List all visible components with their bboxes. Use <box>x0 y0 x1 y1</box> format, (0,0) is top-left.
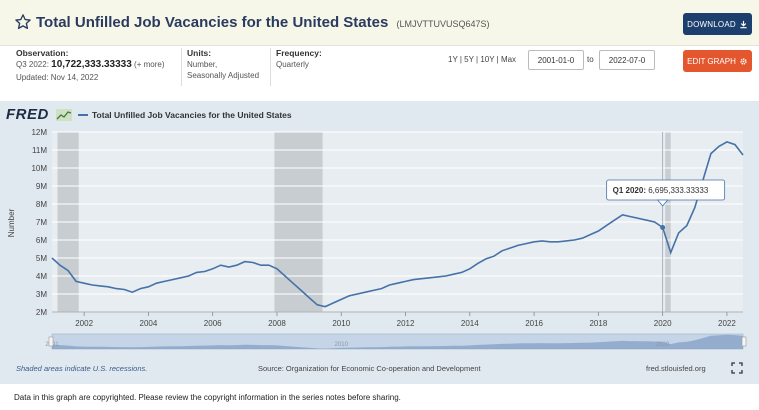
range-selector[interactable]: 1Y | 5Y | 10Y | Max <box>448 55 517 64</box>
y-tick-label: 10M <box>31 164 47 173</box>
y-tick-label: 7M <box>36 218 47 227</box>
observation-block: Observation: Q3 2022: 10,722,333.33333 (… <box>16 48 164 83</box>
y-tick-label: 11M <box>32 146 47 155</box>
observation-more-link[interactable]: (+ more) <box>134 60 165 69</box>
x-tick-label: 2020 <box>654 319 672 328</box>
tooltip-text: Q1 2020: 6,695,333.33333 <box>613 186 709 195</box>
site-link[interactable]: fred.stlouisfed.org <box>646 364 706 373</box>
y-tick-label: 5M <box>36 254 47 263</box>
x-tick-label: 2016 <box>525 319 543 328</box>
divider <box>181 48 182 86</box>
observation-label: Observation: <box>16 48 69 58</box>
frequency-block: Frequency: Quarterly <box>270 48 322 86</box>
end-date-input[interactable]: 2022-07-0 <box>599 50 655 70</box>
x-tick-label: 2006 <box>204 319 222 328</box>
fred-logo: FRED <box>6 106 49 123</box>
frequency-value: Quarterly <box>276 60 309 69</box>
x-tick-label: 2022 <box>718 319 736 328</box>
x-tick-label: 2004 <box>140 319 158 328</box>
units-value-2: Seasonally Adjusted <box>187 71 260 80</box>
updated-date: Updated: Nov 14, 2022 <box>16 73 99 82</box>
x-tick-label: 2014 <box>461 319 479 328</box>
navigator-series <box>52 334 743 349</box>
page-title: Total Unfilled Job Vacancies for the Uni… <box>36 14 490 31</box>
tooltip-date: Q1 2020: <box>613 186 649 195</box>
x-tick-label: 2012 <box>397 319 415 328</box>
tooltip: Q1 2020: 6,695,333.33333 <box>606 132 726 312</box>
x-tick-label: 2002 <box>75 319 93 328</box>
y-tick-label: 8M <box>36 200 47 209</box>
download-icon <box>740 20 747 28</box>
frequency-label: Frequency: <box>276 48 322 58</box>
navigator-handle-left[interactable] <box>48 336 54 347</box>
download-label: DOWNLOAD <box>687 19 736 29</box>
observation-period: Q3 2022: <box>16 60 49 69</box>
navigator-handle-right[interactable] <box>741 336 747 347</box>
fred-spark-icon <box>56 109 72 121</box>
edit-graph-label: EDIT GRAPH <box>687 56 736 66</box>
y-tick-label: 6M <box>36 236 47 245</box>
x-tick-label: 2010 <box>332 319 350 328</box>
legend-swatch <box>78 114 88 116</box>
chart-legend: Total Unfilled Job Vacancies for the Uni… <box>78 110 292 120</box>
start-date-input[interactable]: 2001-01-0 <box>528 50 584 70</box>
to-label: to <box>587 55 594 64</box>
gear-icon <box>740 57 747 65</box>
navigator-label: 2020 <box>656 342 670 348</box>
y-tick-label: 4M <box>36 272 47 281</box>
x-tick-label: 2008 <box>268 319 286 328</box>
edit-graph-button[interactable]: EDIT GRAPH <box>683 50 752 72</box>
series-line[interactable] <box>51 141 744 308</box>
fullscreen-icon[interactable] <box>731 362 743 374</box>
units-label: Units: <box>187 48 212 58</box>
units-value-1: Number, <box>187 60 218 69</box>
source-text: Source: Organization for Economic Co-ope… <box>258 364 481 373</box>
observation-value: 10,722,333.33333 <box>51 59 132 70</box>
y-tick-label: 9M <box>36 182 47 191</box>
y-axis-label: Number <box>7 208 16 237</box>
recession-note: Shaded areas indicate U.S. recessions. <box>16 364 148 373</box>
divider <box>270 48 271 86</box>
tooltip-value: 6,695,333.33333 <box>648 186 709 195</box>
y-tick-label: 2M <box>36 308 47 317</box>
title-bar: Total Unfilled Job Vacancies for the Uni… <box>0 0 759 46</box>
series-id: (LMJVTTUVUSQ647S) <box>396 19 490 29</box>
download-button[interactable]: DOWNLOAD <box>683 13 752 35</box>
navigator[interactable]: 200120102020 <box>45 333 747 350</box>
tooltip-pointer <box>656 199 669 207</box>
y-tick-label: 12M <box>31 128 47 137</box>
x-tick-label: 2018 <box>589 319 607 328</box>
units-block: Units: Number, Seasonally Adjusted <box>181 48 260 86</box>
y-tick-label: 3M <box>36 290 47 299</box>
tooltip-marker <box>660 224 666 230</box>
copyright-note: Data in this graph are copyrighted. Plea… <box>14 393 401 402</box>
series-title: Total Unfilled Job Vacancies for the Uni… <box>36 14 389 31</box>
star-icon[interactable] <box>14 13 32 31</box>
legend-label: Total Unfilled Job Vacancies for the Uni… <box>92 110 292 120</box>
navigator-label: 2010 <box>335 342 349 348</box>
